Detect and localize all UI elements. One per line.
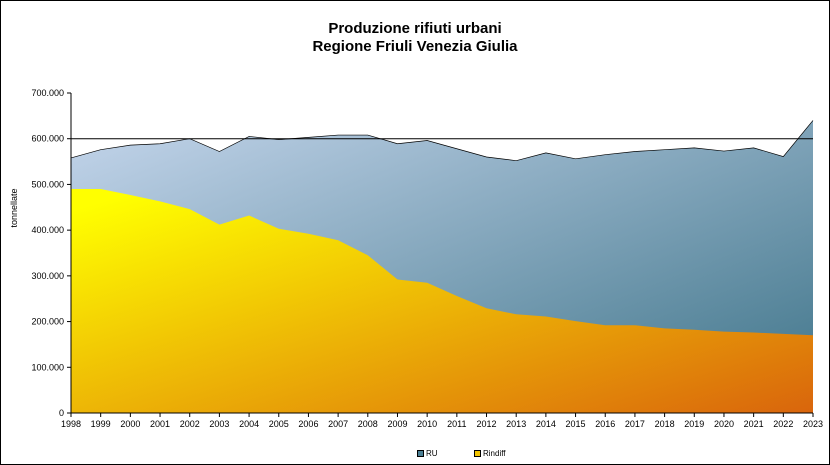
x-tick-label: 2022 — [773, 419, 793, 429]
x-tick-label: 2003 — [209, 419, 229, 429]
x-tick-label: 2002 — [180, 419, 200, 429]
y-tick-label: 400.000 — [31, 225, 64, 235]
x-tick-label: 2012 — [477, 419, 497, 429]
x-tick-label: 2015 — [566, 419, 586, 429]
legend-label-rindiff: Rindiff — [483, 449, 506, 458]
y-tick-label: 300.000 — [31, 271, 64, 281]
y-axis-title: tonnellate — [9, 188, 19, 227]
legend-swatch-ru — [417, 450, 424, 457]
legend-label-ru: RU — [426, 449, 438, 458]
y-tick-label: 200.000 — [31, 317, 64, 327]
x-tick-label: 2011 — [447, 419, 466, 429]
series-area-rindiff — [71, 189, 813, 413]
x-tick-label: 1998 — [61, 419, 81, 429]
x-tick-label: 1999 — [91, 419, 111, 429]
x-tick-label: 2021 — [744, 419, 764, 429]
x-tick-label: 2018 — [655, 419, 675, 429]
y-tick-label: 600.000 — [31, 134, 64, 144]
y-tick-label: 0 — [59, 408, 64, 418]
y-tick-label: 100.000 — [31, 362, 64, 372]
x-tick-label: 2004 — [239, 419, 259, 429]
x-tick-label: 2008 — [358, 419, 378, 429]
x-tick-label: 2009 — [387, 419, 407, 429]
chart-subtitle: Regione Friuli Venezia Giulia — [312, 38, 518, 55]
legend-item-ru: RU — [417, 449, 438, 458]
series-line-ru — [70, 120, 814, 162]
y-tick-label: 700.000 — [31, 88, 64, 98]
x-tick-label: 2007 — [328, 419, 348, 429]
x-tick-label: 2013 — [506, 419, 526, 429]
legend-item-rindiff: Rindiff — [474, 449, 506, 458]
legend: RU Rindiff — [0, 449, 830, 461]
x-tick-label: 2016 — [595, 419, 615, 429]
x-tick-label: 2006 — [298, 419, 318, 429]
x-tick-label: 2020 — [714, 419, 734, 429]
x-tick-label: 2023 — [803, 419, 823, 429]
x-tick-label: 2005 — [269, 419, 289, 429]
x-tick-label: 2001 — [150, 419, 170, 429]
x-tick-label: 2019 — [684, 419, 704, 429]
chart-title: Produzione rifiuti urbani — [328, 20, 502, 37]
legend-swatch-rindiff — [474, 450, 481, 457]
x-tick-label: 2000 — [120, 419, 140, 429]
x-tick-label: 2017 — [625, 419, 645, 429]
x-tick-label: 2014 — [536, 419, 556, 429]
y-tick-label: 500.000 — [31, 179, 64, 189]
x-tick-label: 2010 — [417, 419, 437, 429]
